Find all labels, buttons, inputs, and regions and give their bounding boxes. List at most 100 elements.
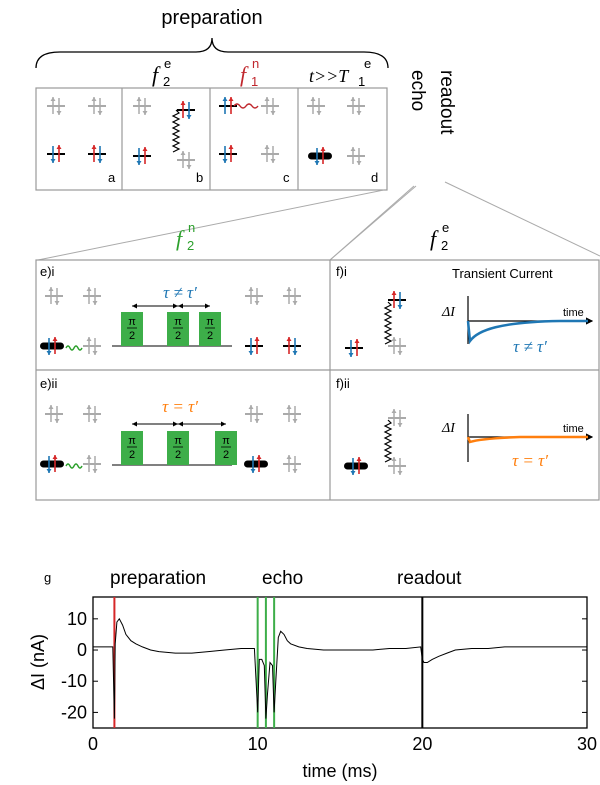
spin-pair-icon: [261, 145, 279, 163]
svg-text:2: 2: [163, 74, 170, 89]
tau-neq-label: τ ≠ τ′: [163, 283, 197, 302]
phase-label-echo: echo: [262, 568, 303, 589]
spin-pair-icon: [47, 145, 65, 163]
y-tick-label: -10: [61, 671, 87, 691]
x-tick-label: 20: [412, 734, 432, 754]
delta-i-label: ΔI: [441, 305, 456, 320]
spin-pair-icon: [45, 287, 63, 305]
time-label: time: [563, 423, 584, 435]
panel-label-g: g: [44, 570, 51, 585]
spin-pair-icon: [88, 145, 106, 163]
panel-label-e-i: e)i: [40, 264, 55, 279]
coupling-spring-icon: [383, 301, 393, 345]
svg-text:2: 2: [129, 330, 135, 342]
top-panel-row: [35, 87, 388, 191]
spin-pair-icon: [245, 405, 263, 423]
spin-pair-icon: [83, 455, 101, 473]
spin-pair-icon: [47, 97, 65, 115]
transient-curve-neq: [466, 319, 588, 345]
x-tick-label: 30: [577, 734, 597, 754]
chart-markers: [113, 597, 424, 728]
spin-pair-icon: [307, 97, 325, 115]
svg-text:π: π: [128, 316, 136, 328]
tau-neq-transient: τ ≠ τ′: [513, 337, 547, 356]
pi-half-pulse: π2: [167, 312, 189, 346]
spin-pair-icon: [177, 101, 195, 119]
spin-pair-icon: [177, 151, 195, 169]
pi-half-pulse: π2: [167, 431, 189, 465]
svg-text:2: 2: [187, 238, 194, 253]
phase-label-preparation: preparation: [110, 568, 206, 589]
spin-pair-icon: [83, 287, 101, 305]
col-head-b: f e 2: [152, 56, 171, 89]
svg-text:f: f: [430, 226, 439, 251]
pi-half-pulse: π2: [121, 431, 143, 465]
phase-label-readout: readout: [397, 568, 462, 589]
transient-curve-eq: [466, 435, 588, 444]
current-trace-line: [93, 617, 587, 719]
chart-xlabel: time (ms): [303, 761, 378, 781]
spin-pair-icon: [219, 145, 237, 163]
spin-pair-icon: [388, 409, 406, 427]
svg-text:1: 1: [358, 74, 365, 89]
svg-text:2: 2: [441, 238, 448, 253]
f2n-label: f n 2: [176, 220, 195, 253]
spin-pair-icon: [388, 291, 406, 309]
preparation-brace: [35, 37, 389, 69]
spin-pair-icon: [283, 287, 301, 305]
echo-label: echo: [407, 70, 428, 111]
panel-label-e-ii: e)ii: [40, 376, 57, 391]
pi-half-pulse: π2: [121, 312, 143, 346]
svg-text:e: e: [364, 56, 371, 71]
spin-pair-icon: [283, 455, 301, 473]
svg-text:π: π: [174, 316, 182, 328]
spin-pair-icon: [40, 337, 64, 355]
svg-text:1: 1: [251, 74, 258, 89]
time-label: time: [563, 307, 584, 319]
spin-pair-icon: [245, 287, 263, 305]
spin-pair-icon: [45, 405, 63, 423]
panel-letter-a: a: [108, 170, 116, 185]
preparation-title: preparation: [161, 7, 262, 29]
spin-pair-icon: [261, 97, 279, 115]
spin-glyphs: [40, 97, 406, 475]
tau-interval-arrows: [132, 303, 210, 309]
svg-text:2: 2: [223, 449, 229, 461]
spin-pair-icon: [344, 457, 368, 475]
svg-text:2: 2: [175, 330, 181, 342]
tau-interval-arrows: [132, 421, 226, 427]
spin-pair-icon: [283, 337, 301, 355]
pi-half-pulse: π2: [215, 431, 237, 465]
svg-text:f: f: [152, 62, 161, 87]
tau-eq-label: τ = τ′: [162, 397, 198, 416]
chart-plot-frame: [92, 596, 588, 729]
svg-text:2: 2: [207, 330, 213, 342]
delta-i-label: ΔI: [441, 421, 456, 436]
pi-half-pulse: π2: [199, 312, 221, 346]
panel-label-f-i: f)i: [336, 264, 347, 279]
svg-text:f: f: [240, 62, 249, 87]
svg-text:n: n: [188, 220, 195, 235]
chart-ylabel: ΔI (nA): [28, 634, 48, 690]
spin-pair-icon: [133, 97, 151, 115]
zoom-lines: [37, 181, 600, 261]
y-tick-label: -20: [61, 702, 87, 722]
col-head-c: f n 1: [240, 56, 259, 89]
spin-pair-icon: [388, 457, 406, 475]
svg-text:e: e: [164, 56, 171, 71]
panel-label-f-ii: f)ii: [336, 376, 350, 391]
spin-pair-icon: [388, 337, 406, 355]
middle-panel-grid: [35, 259, 600, 501]
tau-eq-transient: τ = τ′: [512, 451, 548, 470]
y-tick-label: 0: [77, 640, 87, 660]
readout-label: readout: [436, 70, 457, 135]
panel-letter-c: c: [283, 170, 290, 185]
spin-pair-icon: [244, 455, 268, 473]
svg-text:e: e: [442, 220, 449, 235]
svg-text:π: π: [222, 435, 230, 447]
col-head-d: t>>T e 1: [309, 56, 371, 89]
spin-pair-icon: [83, 337, 101, 355]
spin-pair-icon: [308, 147, 332, 165]
spin-pair-icon: [347, 147, 365, 165]
